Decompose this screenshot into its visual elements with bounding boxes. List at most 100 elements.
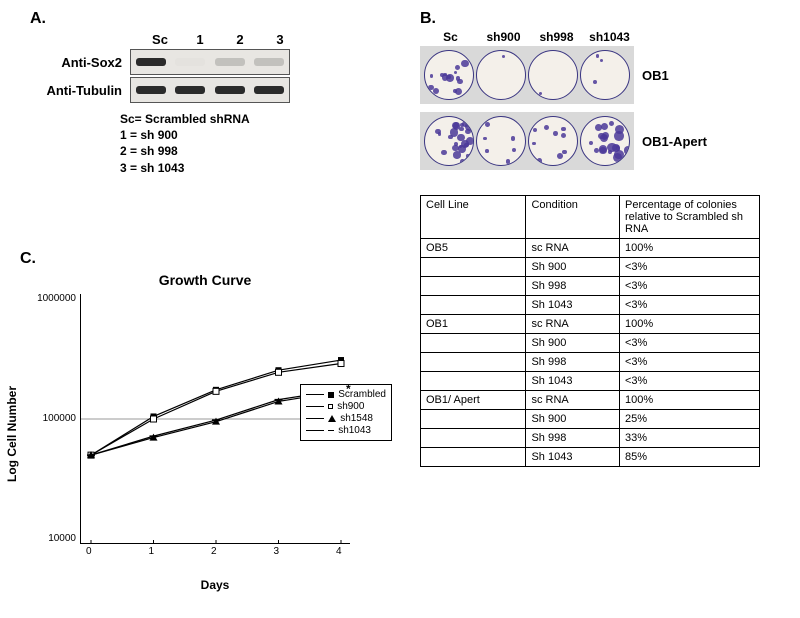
table-cell: 100% — [620, 239, 760, 258]
well — [528, 50, 578, 100]
panel-a-label: A. — [30, 10, 46, 28]
panel-b: Sc sh900 sh998 sh1043 OB1 OB1-Apert — [420, 30, 780, 178]
blot-row: Anti-Sox2 — [30, 49, 370, 75]
table-cell: <3% — [620, 372, 760, 391]
table-cell — [421, 258, 526, 277]
plate-column-labels: Sc sh900 sh998 sh1043 — [424, 30, 780, 44]
band — [131, 78, 171, 102]
y-tick-label: 100000 — [30, 413, 76, 424]
plate-rows: OB1 OB1-Apert — [420, 46, 780, 170]
x-tick-label: 3 — [274, 546, 280, 557]
band — [131, 50, 171, 74]
lane-label: 1 — [180, 32, 220, 47]
blot-image — [130, 77, 290, 103]
plate-col-label: sh900 — [477, 30, 530, 44]
blot-image — [130, 49, 290, 75]
x-tick-label: 4 — [336, 546, 342, 557]
lane-label: Sc — [140, 32, 180, 47]
plate-block: OB1 — [420, 46, 780, 104]
plate-row-label: OB1-Apert — [642, 134, 707, 149]
table-cell — [421, 410, 526, 429]
table-cell: sc RNA — [526, 315, 620, 334]
table-row: Sh 900<3% — [421, 334, 760, 353]
table-header: Condition — [526, 196, 620, 239]
chart-area: Log Cell Number Scrambled sh900 sh1548 s… — [20, 294, 390, 574]
well — [580, 50, 630, 100]
legend-item: sh1548 — [306, 413, 386, 424]
panel-a: Sc 1 2 3 Anti-Sox2 Anti-Tubulin Sc= Scram… — [30, 32, 370, 176]
table-cell: Sh 998 — [526, 277, 620, 296]
legend-line: 3 = sh 1043 — [120, 160, 370, 176]
y-axis-label: Log Cell Number — [5, 386, 19, 482]
blot-label: Anti-Tubulin — [30, 83, 130, 98]
table-header-row: Cell Line Condition Percentage of coloni… — [421, 196, 760, 239]
well — [424, 116, 474, 166]
well — [476, 50, 526, 100]
x-axis-label: Days — [80, 578, 350, 592]
table-row: Sh 90025% — [421, 410, 760, 429]
table-cell: sc RNA — [526, 391, 620, 410]
table-header: Cell Line — [421, 196, 526, 239]
legend-line: 2 = sh 998 — [120, 143, 370, 159]
table-row: Sh 1043<3% — [421, 296, 760, 315]
band — [210, 50, 250, 74]
panel-a-legend: Sc= Scrambled shRNA 1 = sh 900 2 = sh 99… — [120, 111, 370, 176]
legend-line: 1 = sh 900 — [120, 127, 370, 143]
plate-col-label: Sc — [424, 30, 477, 44]
table-row: OB5sc RNA100% — [421, 239, 760, 258]
blot-label: Anti-Sox2 — [30, 55, 130, 70]
x-tick-label: 2 — [211, 546, 217, 557]
band — [210, 78, 250, 102]
table-row: Sh 104385% — [421, 448, 760, 467]
band — [171, 78, 211, 102]
table-cell: 25% — [620, 410, 760, 429]
colony-table: Cell Line Condition Percentage of coloni… — [420, 195, 760, 467]
plate-block: OB1-Apert — [420, 112, 780, 170]
table-cell: sc RNA — [526, 239, 620, 258]
table-cell: 33% — [620, 429, 760, 448]
legend-item: sh900 — [306, 401, 386, 412]
table-cell — [421, 372, 526, 391]
lane-label: 2 — [220, 32, 260, 47]
significance-star: * — [346, 382, 351, 396]
chart-title: Growth Curve — [20, 272, 390, 288]
table-cell — [421, 334, 526, 353]
table-row: Sh 1043<3% — [421, 372, 760, 391]
table-row: OB1sc RNA100% — [421, 315, 760, 334]
table-row: OB1/ Apertsc RNA100% — [421, 391, 760, 410]
panel-a-lane-labels: Sc 1 2 3 — [140, 32, 370, 47]
plate-row-label: OB1 — [642, 68, 669, 83]
table-row: Sh 998<3% — [421, 353, 760, 372]
table-cell — [421, 353, 526, 372]
well — [528, 116, 578, 166]
band — [250, 50, 290, 74]
plate-col-label: sh998 — [530, 30, 583, 44]
table-cell — [421, 296, 526, 315]
table-cell: <3% — [620, 258, 760, 277]
table-cell: Sh 900 — [526, 334, 620, 353]
lane-label: 3 — [260, 32, 300, 47]
legend-item: sh1043 — [306, 425, 386, 436]
panel-b-label: B. — [420, 10, 436, 28]
table-cell — [421, 429, 526, 448]
table-cell: Sh 1043 — [526, 448, 620, 467]
table-row: Sh 900<3% — [421, 258, 760, 277]
table-cell: Sh 1043 — [526, 296, 620, 315]
blot-row: Anti-Tubulin — [30, 77, 370, 103]
table-cell: <3% — [620, 334, 760, 353]
table-cell: OB1/ Apert — [421, 391, 526, 410]
table-cell: Sh 1043 — [526, 372, 620, 391]
band — [250, 78, 290, 102]
plate-row — [420, 112, 634, 170]
table-row: Sh 99833% — [421, 429, 760, 448]
table-cell: OB5 — [421, 239, 526, 258]
x-tick-label: 0 — [86, 546, 92, 557]
legend-line: Sc= Scrambled shRNA — [120, 111, 370, 127]
table-row: Sh 998<3% — [421, 277, 760, 296]
table-cell — [421, 448, 526, 467]
panel-c-label: C. — [20, 250, 36, 268]
panel-c: Growth Curve Log Cell Number Scrambled s… — [20, 272, 390, 612]
table-cell: Sh 900 — [526, 410, 620, 429]
blot-rows: Anti-Sox2 Anti-Tubulin — [30, 49, 370, 103]
band — [171, 50, 211, 74]
